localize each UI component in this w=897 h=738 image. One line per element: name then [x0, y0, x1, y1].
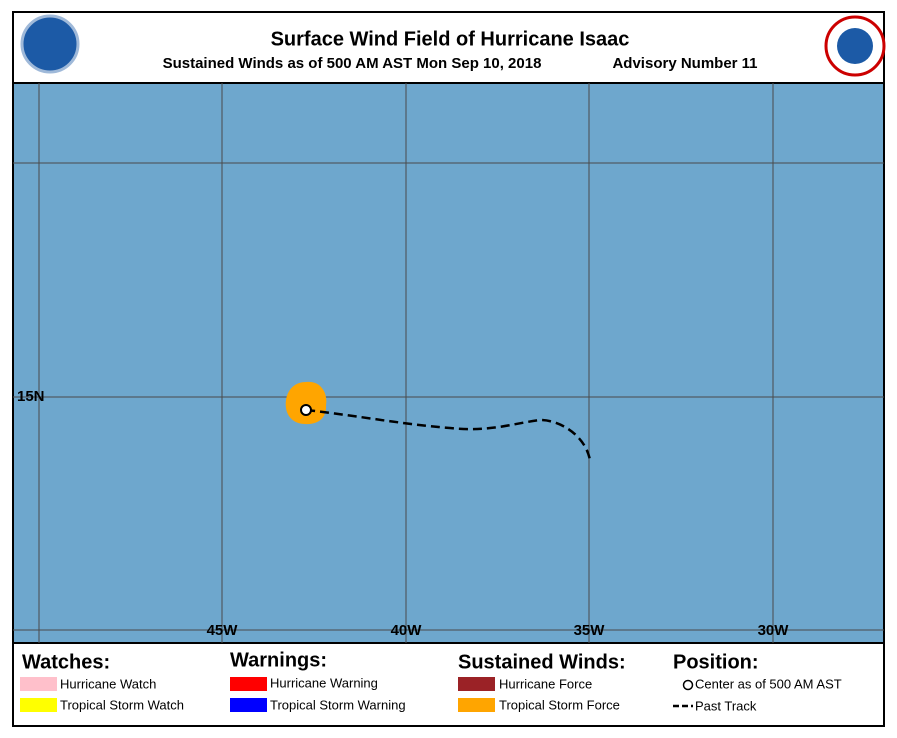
legend-swatch	[458, 698, 495, 712]
legend-heading: Sustained Winds:	[458, 651, 626, 673]
latitude-label: 15N	[17, 388, 45, 405]
legend-swatch	[230, 698, 267, 712]
legend-heading: Watches:	[22, 651, 110, 673]
longitude-label: 45W	[207, 622, 239, 639]
longitude-label: 30W	[758, 622, 790, 639]
legend-center-icon	[682, 679, 694, 691]
legend-swatch	[20, 698, 57, 712]
graticule	[13, 83, 884, 643]
legend-heading: Position:	[673, 651, 759, 673]
ocean	[12, 82, 885, 644]
legend-label: Hurricane Warning	[270, 675, 378, 690]
legend-label: Tropical Storm Warning	[270, 697, 406, 712]
storm-center	[300, 404, 312, 416]
longitude-label: 35W	[574, 622, 606, 639]
legend-heading: Warnings:	[230, 649, 327, 671]
nws-logo-inner	[837, 28, 873, 64]
tropical-storm-wind-field	[285, 381, 327, 425]
advisory: Advisory Number 11	[612, 55, 757, 72]
legend-label: Center as of 500 AM AST	[695, 676, 842, 691]
legend-swatch	[458, 677, 495, 691]
subtitle: Sustained Winds as of 500 AM AST Mon Sep…	[163, 55, 542, 72]
legend-label: Past Track	[695, 698, 757, 713]
noaa-logo	[20, 14, 80, 74]
past-track	[305, 408, 592, 461]
legend-label: Hurricane Watch	[60, 676, 156, 691]
legend-swatch	[20, 677, 57, 691]
longitude-label: 40W	[391, 622, 423, 639]
legend-label: Hurricane Force	[499, 676, 592, 691]
title: Surface Wind Field of Hurricane Isaac	[271, 28, 630, 50]
legend-label: Tropical Storm Force	[499, 697, 620, 712]
legend-swatch	[230, 677, 267, 691]
legend-label: Tropical Storm Watch	[60, 697, 184, 712]
